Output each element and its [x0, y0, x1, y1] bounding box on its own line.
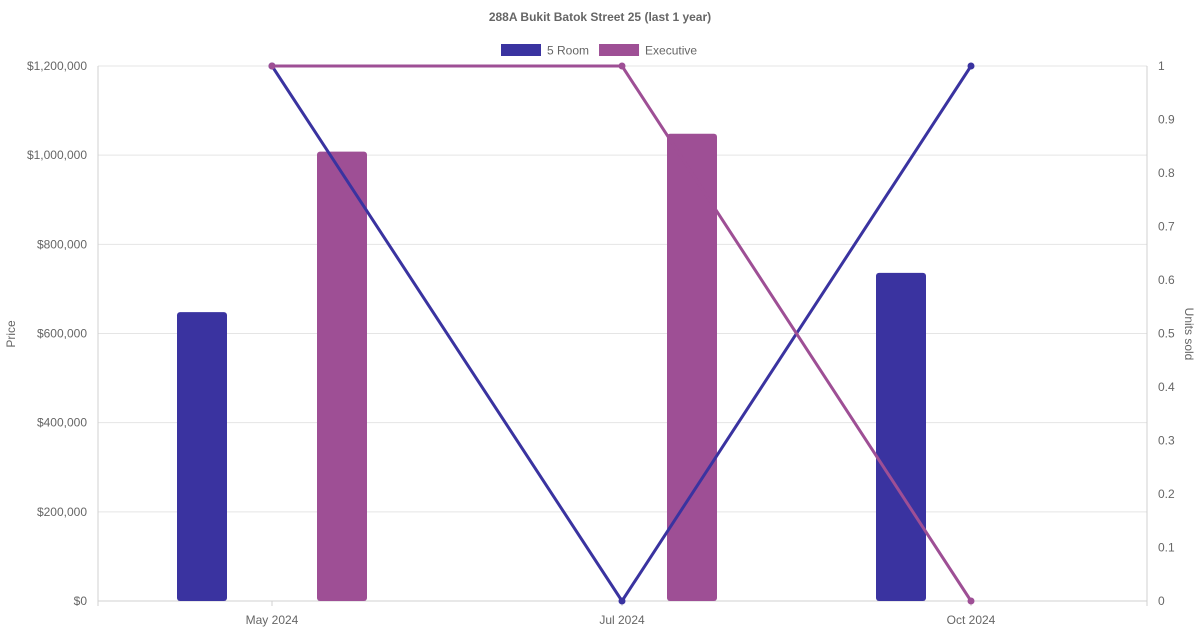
left-tick-label: $1,200,000	[27, 59, 87, 73]
left-tick-label: $200,000	[37, 505, 87, 519]
bars	[177, 133, 926, 601]
right-tick-label: 0.5	[1158, 327, 1175, 341]
point-executive[interactable]	[268, 62, 276, 70]
right-tick-label: 0.7	[1158, 220, 1175, 234]
right-tick-label: 0.3	[1158, 434, 1175, 448]
bar-5-room[interactable]	[177, 312, 227, 601]
left-tick-label: $1,000,000	[27, 148, 87, 162]
x-tick-label: Jul 2024	[599, 613, 645, 627]
point-5-room[interactable]	[967, 62, 975, 70]
lines	[268, 62, 975, 605]
point-executive[interactable]	[967, 597, 975, 605]
left-axis-title: Price	[4, 320, 18, 348]
bar-executive[interactable]	[667, 133, 717, 601]
right-tick-label: 1	[1158, 59, 1165, 73]
point-5-room[interactable]	[618, 597, 626, 605]
legend-swatch[interactable]	[599, 44, 640, 56]
right-tick-label: 0.9	[1158, 113, 1175, 127]
chart-title: 288A Bukit Batok Street 25 (last 1 year)	[489, 10, 711, 24]
legend-label[interactable]: Executive	[645, 44, 697, 58]
right-tick-label: 0.1	[1158, 541, 1175, 555]
x-tick-label: Oct 2024	[947, 613, 996, 627]
bar-executive[interactable]	[317, 151, 367, 601]
legend: 5 Room Executive	[501, 44, 697, 58]
left-tick-label: $0	[74, 594, 88, 608]
left-y-axis: $0 $200,000 $400,000 $600,000 $800,000 $1,000…	[27, 59, 87, 608]
right-tick-label: 0.2	[1158, 487, 1175, 501]
right-tick-label: 0.4	[1158, 380, 1175, 394]
right-y-axis: 0 0.1 0.2 0.3 0.4 0.5 0.6 0.7 0.8 0.9 1	[1158, 59, 1175, 608]
legend-label[interactable]: 5 Room	[547, 44, 589, 58]
left-tick-label: $400,000	[37, 416, 87, 430]
legend-swatch[interactable]	[501, 44, 541, 56]
left-tick-label: $600,000	[37, 327, 87, 341]
bar-5-room[interactable]	[876, 272, 926, 601]
x-tick-label: May 2024	[246, 613, 299, 627]
right-axis-title: Units sold	[1182, 308, 1196, 361]
point-executive[interactable]	[618, 62, 626, 70]
right-tick-label: 0	[1158, 594, 1165, 608]
grid	[97, 65, 1148, 606]
x-axis: May 2024 Jul 2024 Oct 2024	[246, 601, 996, 627]
right-tick-label: 0.6	[1158, 273, 1175, 287]
left-tick-label: $800,000	[37, 237, 87, 251]
right-tick-label: 0.8	[1158, 166, 1175, 180]
